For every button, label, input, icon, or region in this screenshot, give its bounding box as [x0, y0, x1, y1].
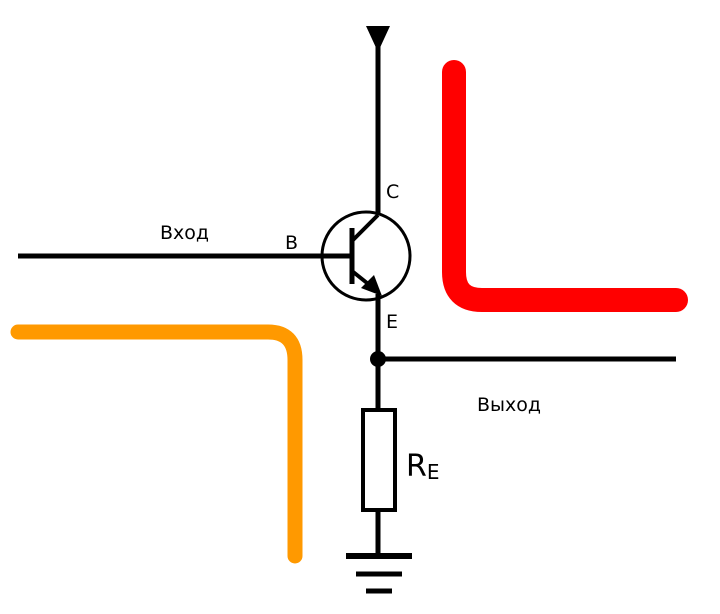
resistor-label: RE [406, 449, 440, 484]
output-signal-path [442, 60, 688, 312]
emitter-resistor [361, 408, 397, 512]
emitter-label: E [386, 311, 398, 333]
supply-terminal-icon [366, 26, 390, 52]
base-label: B [285, 232, 298, 254]
resistor-label-main: R [406, 449, 427, 484]
input-label: Вход [160, 222, 209, 244]
transistor-body [320, 210, 412, 302]
ground-icon [346, 553, 412, 594]
collector-label: C [386, 181, 399, 203]
resistor-label-sub: E [427, 460, 440, 484]
output-label: Выход [477, 394, 541, 416]
input-signal-path [10, 324, 303, 564]
transistor-collector-lead [350, 213, 380, 243]
emitter-arrow-icon [361, 275, 382, 296]
